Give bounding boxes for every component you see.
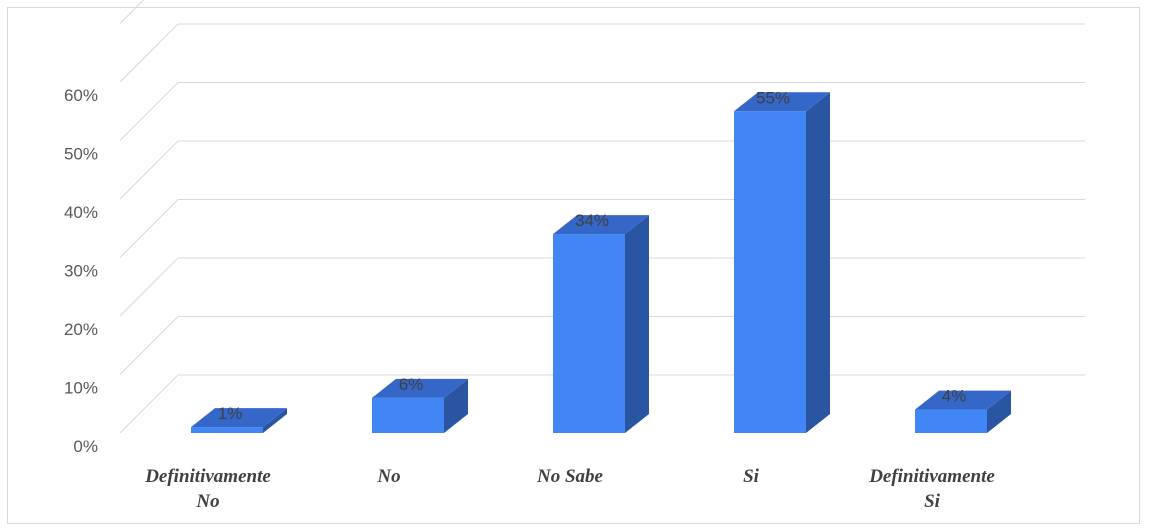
y-tick-label: 10% xyxy=(64,379,98,398)
bar-top xyxy=(553,215,649,235)
bar-side xyxy=(987,390,1011,433)
gridline-side xyxy=(119,23,179,83)
y-tick-label: 0% xyxy=(73,437,98,456)
gridline-side xyxy=(119,257,179,317)
bars xyxy=(191,92,1011,433)
category-label-line: Definitivamente xyxy=(868,466,995,487)
gridline-side xyxy=(119,374,179,434)
category-label: Si xyxy=(743,466,760,487)
bar-side xyxy=(806,92,830,433)
category-label: No xyxy=(376,466,400,487)
bar xyxy=(191,408,287,433)
gridline-side xyxy=(119,199,179,258)
bar xyxy=(915,390,1011,433)
category-label: Definitivamente No xyxy=(144,466,271,512)
y-tick-label: 40% xyxy=(64,203,98,222)
data-label: 6% xyxy=(399,375,424,394)
bar-side xyxy=(625,215,649,433)
gridlines xyxy=(119,0,1085,434)
data-label: 34% xyxy=(575,211,609,230)
bar xyxy=(372,378,468,433)
category-label-line: No Sabe xyxy=(536,466,604,487)
bar-front xyxy=(553,234,625,433)
y-axis-ticks: 0% 10% 20% 30% 40% 50% 60% xyxy=(64,86,98,456)
bar-front xyxy=(372,397,444,433)
bar-front xyxy=(191,427,263,433)
bar xyxy=(553,215,649,433)
category-label-line: Si xyxy=(743,466,760,487)
bar-front xyxy=(915,409,987,433)
data-label: 55% xyxy=(756,88,790,107)
gridline-side xyxy=(119,0,145,24)
gridline-side xyxy=(119,82,179,141)
bar-side xyxy=(444,378,468,433)
bar-top xyxy=(915,390,1011,410)
category-label-line: No xyxy=(376,466,400,487)
category-label: No Sabe xyxy=(536,466,604,487)
y-tick-label: 60% xyxy=(64,86,98,105)
y-tick-label: 50% xyxy=(64,145,98,164)
data-labels: 1% 6% 34% 55% 4% xyxy=(218,88,967,423)
gridline-side xyxy=(119,140,179,200)
bar xyxy=(734,92,830,433)
category-label: Definitivamente Si xyxy=(868,466,995,512)
y-tick-label: 30% xyxy=(64,262,98,281)
bar-front xyxy=(734,111,806,433)
category-label-line: Definitivamente xyxy=(144,466,271,487)
y-tick-label: 20% xyxy=(64,320,98,339)
bar-side xyxy=(263,408,287,433)
gridline-side xyxy=(119,316,179,375)
data-label: 4% xyxy=(942,387,967,406)
data-label: 1% xyxy=(218,404,243,423)
category-label-line: Si xyxy=(924,491,941,512)
category-label-line: No xyxy=(195,491,219,512)
bar-top xyxy=(191,408,287,428)
bar-top xyxy=(372,378,468,398)
bar-top xyxy=(734,92,830,112)
